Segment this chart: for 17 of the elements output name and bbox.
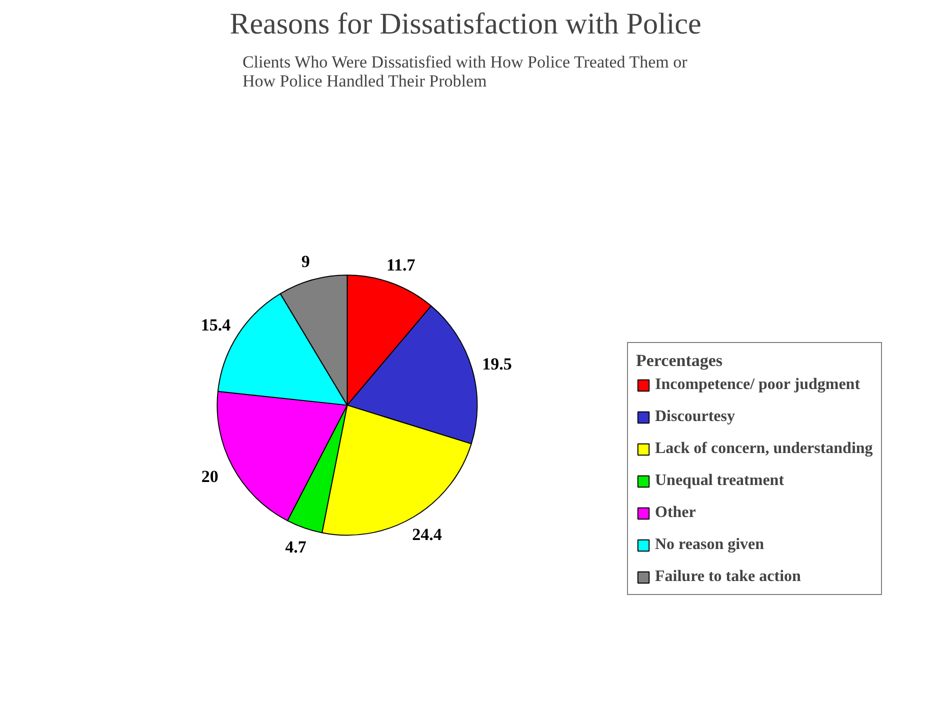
chart-title: Reasons for Dissatisfaction with Police xyxy=(230,8,702,40)
legend-label: Other xyxy=(655,504,696,522)
legend-label: No reason given xyxy=(655,536,764,554)
data-label: 9 xyxy=(301,252,310,271)
data-label: 4.7 xyxy=(285,537,307,556)
data-label: 20 xyxy=(201,467,218,486)
legend-label: Unequal treatment xyxy=(655,472,784,490)
chart-subtitle: Clients Who Were Dissatisfied with How Police Treated Them or How Police Handled Their Problem xyxy=(242,52,688,90)
legend-label: Discourtesy xyxy=(655,408,735,426)
data-label: 24.4 xyxy=(412,524,442,544)
data-label: 11.7 xyxy=(386,256,416,275)
legend-label: Incompetence/ poor judgment xyxy=(655,376,860,394)
legend-label: Lack of concern, understanding xyxy=(655,440,873,458)
data-label: 15.4 xyxy=(200,316,232,335)
data-label: 19.5 xyxy=(482,354,512,374)
legend-label: Failure to take action xyxy=(655,568,801,586)
legend-title: Percentages xyxy=(636,351,724,371)
